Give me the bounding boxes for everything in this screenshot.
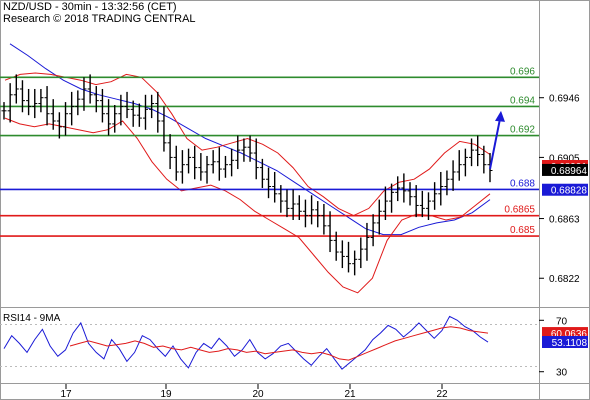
rsi-panel-title: RSI14 - 9MA (3, 313, 61, 324)
price-tag-box (542, 183, 588, 196)
projection-arrow-head (495, 110, 505, 122)
chart-source: Research © 2018 TRADING CENTRAL (3, 13, 196, 25)
x-tick-label: 21 (344, 389, 356, 400)
level-label: 0.685 (510, 225, 535, 236)
x-tick-label: 20 (252, 389, 264, 400)
x-tick-label: 17 (60, 389, 72, 400)
chart-title: NZD/USD - 30min - 13:32:56 (CET) (3, 1, 177, 13)
y-tick-label: 0.6822 (549, 274, 580, 285)
rsi-line-9ma (69, 326, 489, 361)
x-tick-label: 22 (436, 389, 448, 400)
x-tick-label: 19 (160, 389, 172, 400)
series-line-bollinger-upper (4, 72, 491, 217)
level-label: 0.692 (510, 125, 535, 136)
projection-arrow (489, 118, 501, 170)
price-tag: 0.68828 (551, 186, 588, 197)
rsi-y-tick-label: 30 (556, 368, 568, 379)
price-tag-box (542, 163, 588, 176)
level-label: 0.6865 (504, 205, 535, 216)
rsi-tag-box (542, 336, 588, 349)
y-tick-label: 0.6905 (549, 153, 580, 164)
rsi-line-rsi14 (3, 315, 489, 370)
price-tag: 0.68964 (551, 166, 588, 177)
level-label: 0.694 (510, 95, 535, 106)
rsi-y-tick-label: 70 (556, 316, 568, 327)
level-label: 0.688 (510, 178, 535, 189)
rsi-tag: 60.0636 (551, 329, 588, 340)
level-label: 0.696 (510, 66, 535, 77)
y-tick-label: 0.6863 (549, 215, 580, 226)
y-tick-label: 0.6946 (549, 94, 580, 105)
rsi-tag: 53.1108 (552, 338, 588, 349)
series-line-bollinger-lower (4, 117, 491, 294)
